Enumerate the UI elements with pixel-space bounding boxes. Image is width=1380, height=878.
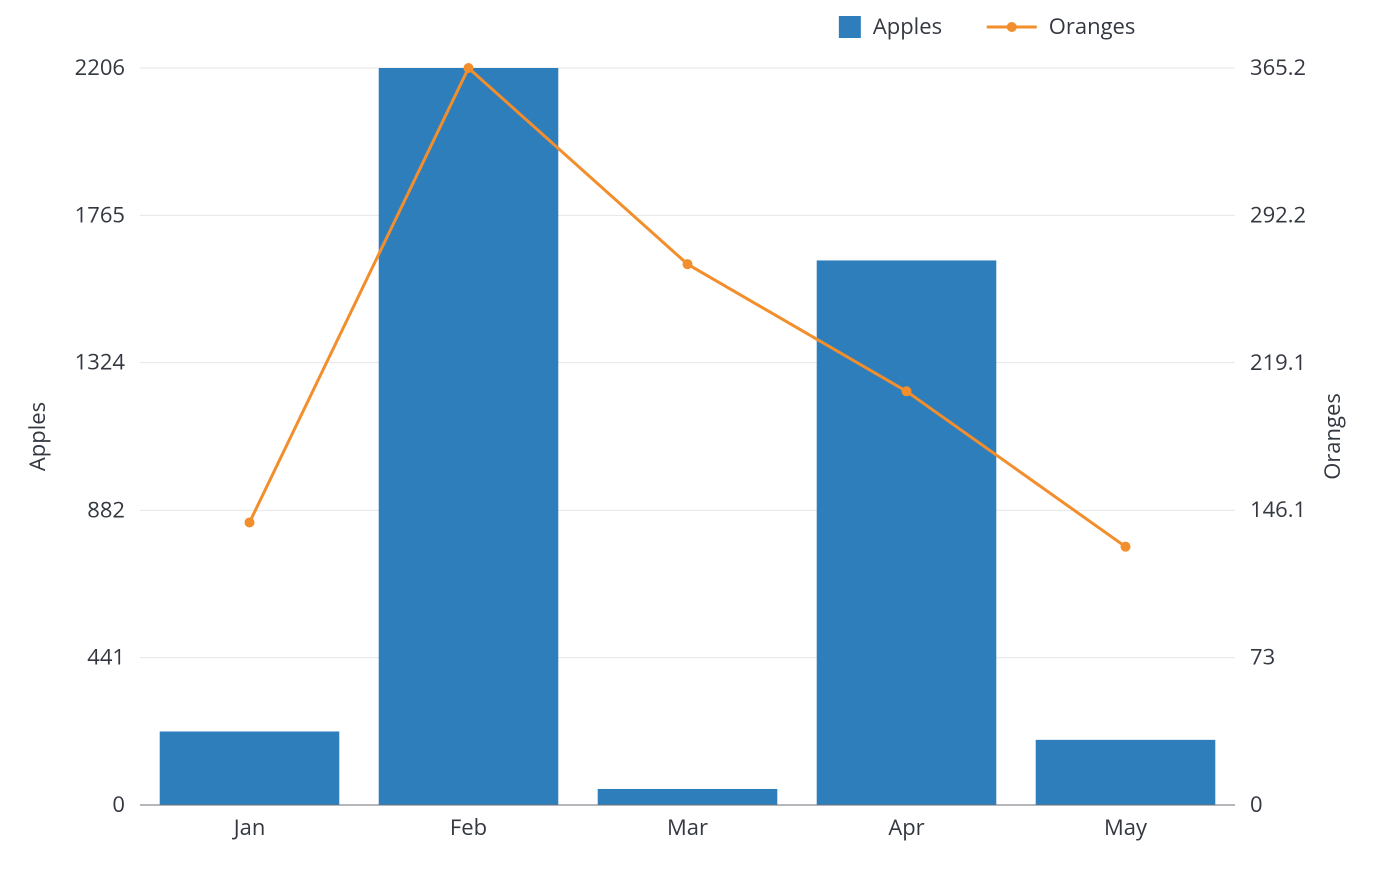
line-marker-may[interactable] bbox=[1121, 542, 1131, 552]
line-marker-feb[interactable] bbox=[464, 63, 474, 73]
x-tick-label: Apr bbox=[888, 812, 924, 842]
x-tick-label: May bbox=[1104, 812, 1148, 842]
y-right-tick-label: 0 bbox=[1250, 789, 1263, 819]
y-left-axis-title: Apples bbox=[22, 402, 52, 471]
line-marker-apr[interactable] bbox=[902, 386, 912, 396]
y-right-tick-label: 219.1 bbox=[1250, 347, 1306, 377]
bar-jan[interactable] bbox=[160, 732, 340, 805]
y-left-tick-label: 441 bbox=[87, 642, 125, 672]
legend-swatch-bar bbox=[839, 16, 861, 38]
y-right-tick-label: 292.2 bbox=[1250, 199, 1306, 229]
y-left-tick-label: 0 bbox=[112, 789, 125, 819]
bar-apr[interactable] bbox=[817, 260, 997, 805]
y-left-tick-label: 1765 bbox=[75, 199, 125, 229]
bar-may[interactable] bbox=[1036, 740, 1216, 805]
y-left-tick-label: 2206 bbox=[75, 52, 125, 82]
legend-item-apples[interactable]: Apples bbox=[839, 11, 942, 41]
legend-item-oranges[interactable]: Oranges bbox=[987, 11, 1136, 41]
y-right-tick-label: 365.2 bbox=[1250, 52, 1306, 82]
y-right-axis-title: Oranges bbox=[1317, 393, 1347, 480]
legend-line-marker bbox=[1007, 22, 1017, 32]
x-tick-label: Feb bbox=[450, 812, 487, 842]
bar-mar[interactable] bbox=[598, 789, 778, 805]
line-marker-jan[interactable] bbox=[245, 517, 255, 527]
legend-label: Apples bbox=[873, 11, 942, 41]
y-right-tick-label: 73 bbox=[1250, 642, 1275, 672]
x-tick-label: Jan bbox=[232, 812, 266, 842]
chart-svg: Jan Feb Mar Apr May 0 441 882 1324 1765 2206 0 73 146… bbox=[0, 0, 1380, 878]
y-right-tick-label: 146.1 bbox=[1250, 494, 1306, 524]
combo-chart: Jan Feb Mar Apr May 0 441 882 1324 1765 2206 0 73 146… bbox=[0, 0, 1380, 878]
y-left-tick-label: 882 bbox=[87, 494, 125, 524]
line-marker-mar[interactable] bbox=[683, 259, 693, 269]
legend-label: Oranges bbox=[1049, 11, 1136, 41]
y-left-tick-label: 1324 bbox=[75, 347, 126, 377]
x-tick-label: Mar bbox=[667, 812, 708, 842]
bar-feb[interactable] bbox=[379, 68, 559, 805]
legend: Apples Oranges bbox=[839, 11, 1136, 41]
